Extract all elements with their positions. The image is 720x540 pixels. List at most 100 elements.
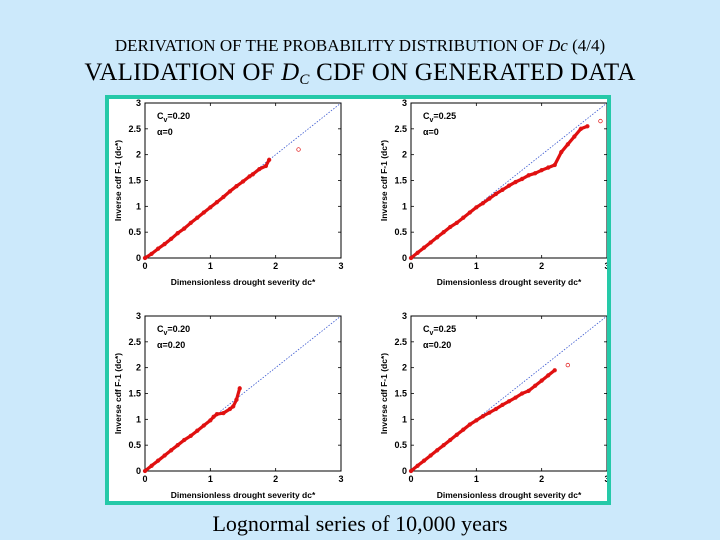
data-point xyxy=(441,443,446,448)
x-tick-label: 3 xyxy=(338,474,343,484)
cv-label: Cv=0.25 xyxy=(423,324,456,337)
alpha-label: α=0 xyxy=(157,127,173,137)
y-axis-label: Inverse cdf F-1 (dc*) xyxy=(113,140,123,221)
data-point xyxy=(461,215,466,220)
x-tick-label: 3 xyxy=(338,261,343,271)
data-point xyxy=(474,418,479,423)
data-point xyxy=(296,147,301,152)
alpha-label: α=0.20 xyxy=(423,340,451,350)
y-tick-label: 0.5 xyxy=(394,440,407,450)
y-tick-label: 2 xyxy=(136,363,141,373)
data-point xyxy=(188,220,193,226)
data-point xyxy=(195,428,200,433)
x-axis-label: Dimensionless drought severity dc* xyxy=(437,490,582,500)
y-tick-label: 0 xyxy=(402,466,407,476)
y-tick-label: 0 xyxy=(402,253,407,263)
y-tick-label: 3 xyxy=(402,99,407,108)
data-point xyxy=(155,458,161,463)
data-point xyxy=(572,134,577,139)
data-point xyxy=(415,250,420,255)
data-point xyxy=(480,201,486,206)
y-axis-label: Inverse cdf F-1 (dc*) xyxy=(379,140,389,221)
data-point xyxy=(227,406,233,412)
data-point xyxy=(182,226,187,231)
data-point xyxy=(487,196,492,201)
figure-caption: Lognormal series of 10,000 years xyxy=(212,511,508,536)
y-tick-label: 2.5 xyxy=(128,337,141,347)
data-point xyxy=(234,184,239,189)
subtitle-variable: Dc xyxy=(548,36,568,55)
y-tick-label: 2.5 xyxy=(394,337,407,347)
x-tick-label: 2 xyxy=(539,474,544,484)
data-point xyxy=(182,437,187,443)
reference-line xyxy=(144,315,342,472)
y-tick-label: 1.5 xyxy=(394,176,407,186)
y-tick-label: 2.5 xyxy=(128,124,141,134)
data-point xyxy=(493,406,499,412)
data-point xyxy=(565,142,570,147)
x-tick-label: 1 xyxy=(474,261,479,271)
data-points-band xyxy=(409,368,557,473)
data-point xyxy=(500,187,505,192)
y-tick-label: 1 xyxy=(136,201,141,211)
data-point xyxy=(266,157,272,162)
data-point xyxy=(454,432,459,437)
y-axis-label: Inverse cdf F-1 (dc*) xyxy=(113,353,123,434)
x-axis-label: Dimensionless drought severity dc* xyxy=(171,490,316,500)
data-point xyxy=(552,368,557,373)
x-tick-label: 2 xyxy=(273,261,278,271)
data-point xyxy=(168,236,174,242)
data-point xyxy=(263,163,269,169)
slide-subtitle: DERIVATION OF THE PROBABILITY DISTRIBUTI… xyxy=(0,36,720,56)
data-point xyxy=(201,210,206,215)
data-point xyxy=(578,126,584,131)
data-point xyxy=(506,183,512,188)
y-tick-label: 0 xyxy=(136,466,141,476)
y-tick-label: 2 xyxy=(402,363,407,373)
data-point xyxy=(565,362,570,368)
data-point xyxy=(428,453,433,458)
y-tick-label: 0.5 xyxy=(394,227,407,237)
data-point xyxy=(214,412,220,417)
data-point xyxy=(221,194,226,200)
reference-line xyxy=(410,315,607,472)
data-point xyxy=(539,378,544,383)
x-tick-label: 3 xyxy=(604,261,607,271)
title-text: VALIDATION OF xyxy=(84,59,282,86)
data-point xyxy=(513,179,518,185)
title-variable-subscript: C xyxy=(299,72,310,88)
data-point xyxy=(237,386,242,391)
y-tick-label: 3 xyxy=(136,311,141,321)
x-tick-label: 1 xyxy=(208,474,213,484)
y-tick-label: 1 xyxy=(402,201,407,211)
y-axis-label: Inverse cdf F-1 (dc*) xyxy=(379,353,389,434)
title-variable: D xyxy=(281,59,300,86)
data-point xyxy=(519,176,525,182)
y-tick-label: 1.5 xyxy=(128,176,141,186)
alpha-label: α=0.20 xyxy=(157,340,185,350)
data-point xyxy=(585,124,590,129)
x-tick-label: 0 xyxy=(408,261,413,271)
data-point xyxy=(214,200,220,205)
data-point xyxy=(208,418,213,423)
data-points-band xyxy=(143,386,242,473)
qq-plot-top-left: 0 1 2 3 0 0.5 1 1.5 2 2.5 3 Cv=0.20 α=0 Dimensionless… xyxy=(113,99,344,287)
cv-label: Cv=0.25 xyxy=(423,111,456,124)
data-point xyxy=(559,149,564,155)
data-point xyxy=(155,246,161,251)
data-point xyxy=(546,165,551,170)
subtitle-page: (4/4) xyxy=(567,36,606,55)
data-point xyxy=(500,402,505,408)
data-point xyxy=(257,166,262,172)
data-point xyxy=(448,437,453,443)
subtitle-text: DERIVATION OF THE PROBABILITY DISTRIBUTI… xyxy=(114,36,549,55)
title-suffix: CDF ON GENERATED DATA xyxy=(309,59,636,86)
cv-label: Cv=0.20 xyxy=(157,111,190,124)
data-point xyxy=(162,453,167,458)
data-point xyxy=(526,173,531,178)
y-tick-label: 1.5 xyxy=(128,389,141,399)
data-point xyxy=(234,397,239,402)
x-axis-label: Dimensionless drought severity dc* xyxy=(437,277,582,287)
x-tick-label: 3 xyxy=(604,474,607,484)
y-tick-label: 1 xyxy=(402,414,407,424)
